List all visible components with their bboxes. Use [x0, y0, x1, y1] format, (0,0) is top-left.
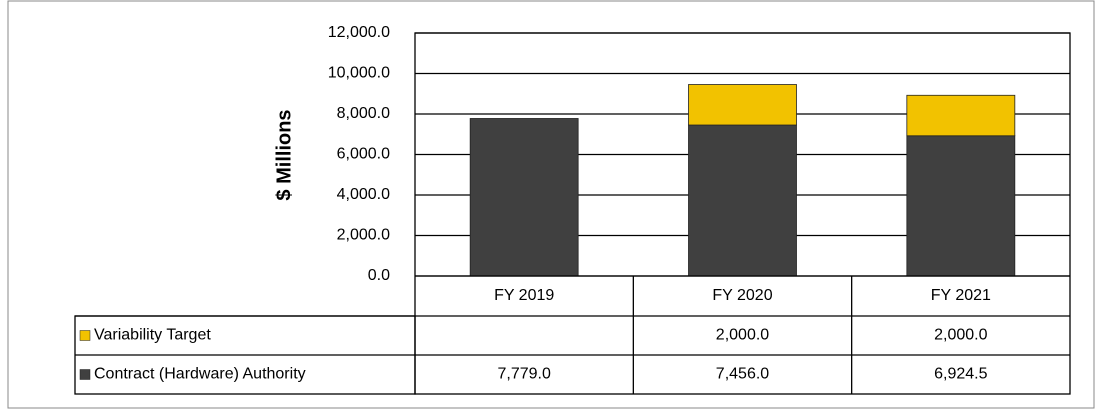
- legend-label: Variability Target: [94, 327, 211, 344]
- bar-segment: [906, 135, 1016, 277]
- y-tick-label: 4,000.0: [337, 186, 390, 203]
- y-tick-label: 10,000.0: [328, 65, 390, 82]
- y-tick-label: 6,000.0: [337, 146, 390, 163]
- y-tick-label: 0.0: [368, 267, 390, 284]
- table-value: 7,779.0: [497, 366, 550, 383]
- y-tick-label: 8,000.0: [337, 105, 390, 122]
- bar-segment: [469, 118, 579, 277]
- outer-frame: [7, 0, 1095, 409]
- plot-frame: [414, 32, 1071, 395]
- bar-segment: [688, 84, 797, 126]
- y-tick-label: 12,000.0: [328, 24, 390, 41]
- table-value: 7,456.0: [716, 366, 769, 383]
- bar-segment: [906, 94, 1016, 137]
- legend-swatch: [79, 369, 91, 380]
- legend-swatch: [79, 330, 91, 341]
- legend-label: Contract (Hardware) Authority: [94, 366, 306, 383]
- x-tick-label: FY 2019: [494, 287, 554, 304]
- table-value: 6,924.5: [934, 366, 987, 383]
- x-tick-label: FY 2020: [712, 287, 772, 304]
- table-value: 2,000.0: [716, 327, 769, 344]
- bar-segment: [688, 124, 797, 277]
- table-value: 2,000.0: [934, 327, 987, 344]
- y-tick-label: 2,000.0: [337, 227, 390, 244]
- x-tick-label: FY 2021: [931, 287, 991, 304]
- y-axis-label: $ Millions: [273, 109, 295, 200]
